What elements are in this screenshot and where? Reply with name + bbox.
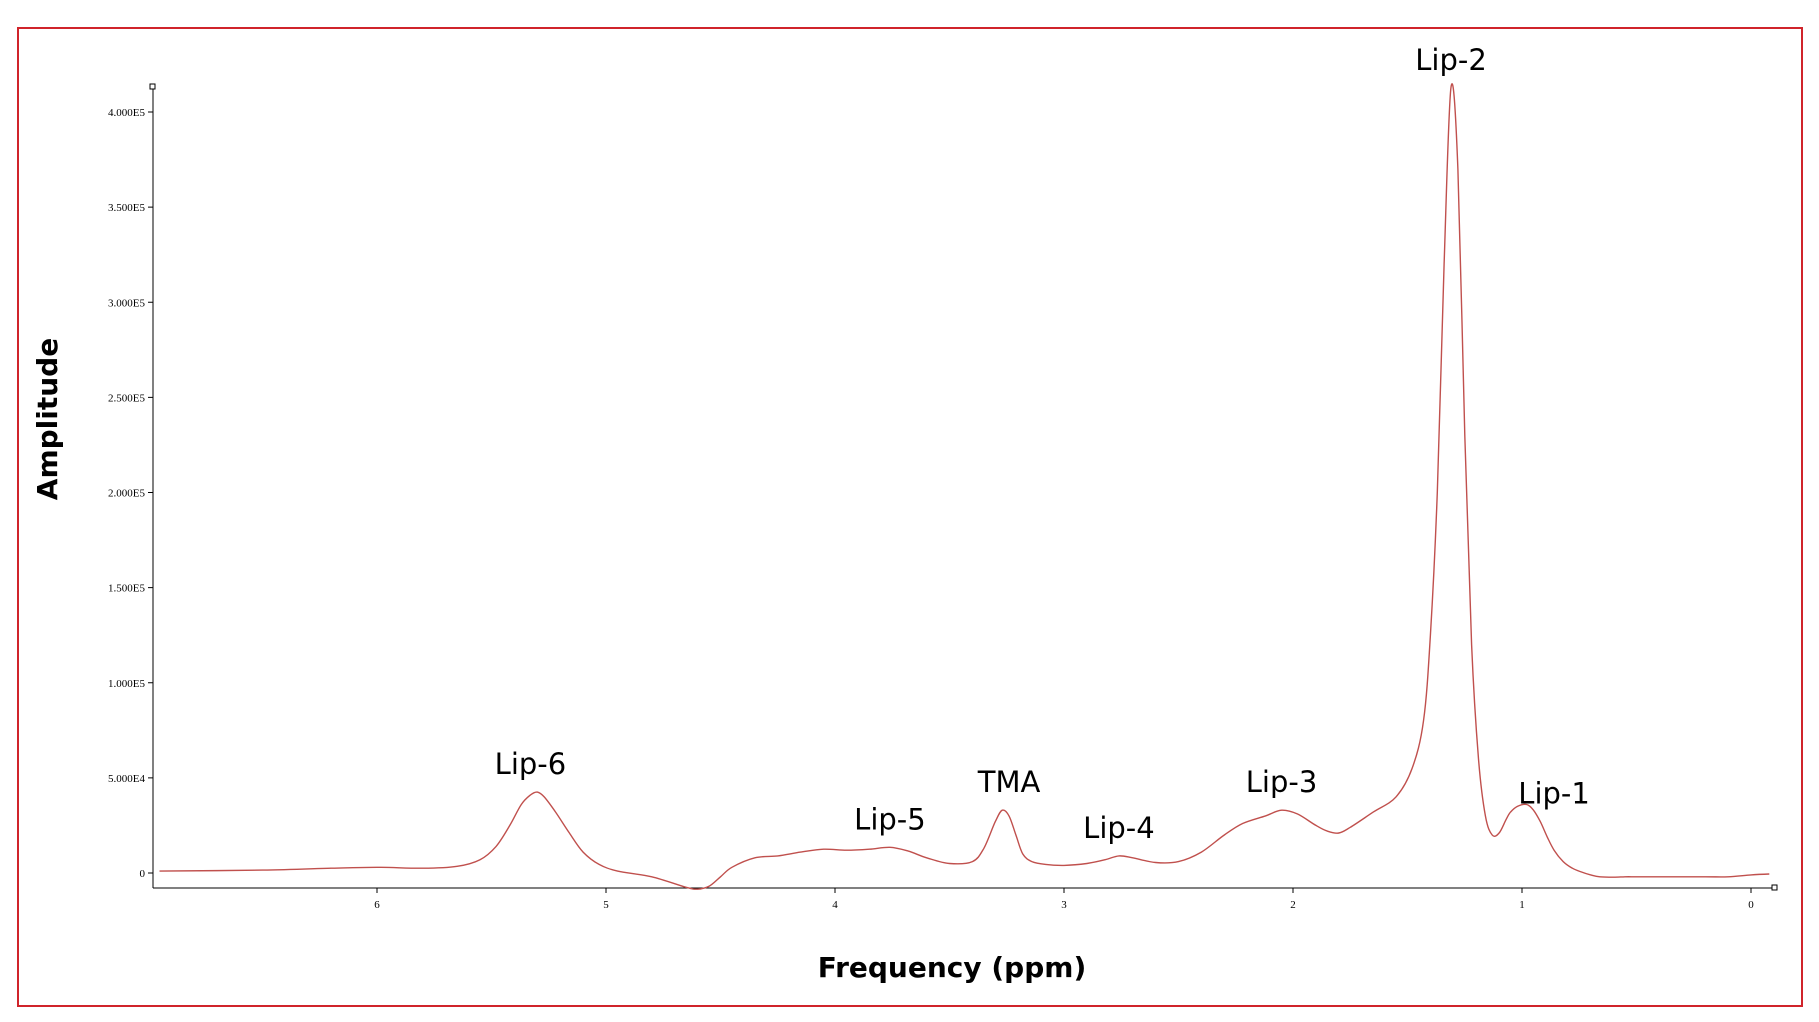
peak-annotations: Lip-6 Lip-5 TMA Lip-4 Lip-3 Lip-2 Lip-1	[495, 43, 1590, 845]
peak-label: Lip-1	[1518, 777, 1590, 811]
y-tick-label: 5.000E4	[108, 773, 145, 785]
spectrum-series	[159, 83, 1770, 890]
y-tick-label: 1.500E5	[108, 583, 145, 595]
peak-label: Lip-5	[854, 802, 926, 836]
y-tick-label: 0	[140, 868, 146, 880]
y-tick-label: 3.500E5	[108, 202, 145, 214]
x-tick-label: 6	[374, 899, 380, 911]
peak-label: Lip-6	[495, 747, 567, 781]
x-axis-title: Frequency (ppm)	[818, 951, 1087, 984]
x-axis: 6 5 4 3 2 1 0	[153, 884, 1778, 911]
y-tick-label: 1.000E5	[108, 678, 145, 690]
figure-frame	[17, 27, 1803, 1007]
peak-label: TMA	[977, 765, 1041, 799]
x-tick-label: 1	[1519, 899, 1525, 911]
y-axis-title: Amplitude	[31, 338, 64, 500]
peak-label: Lip-4	[1083, 811, 1155, 845]
x-tick-label: 4	[832, 899, 838, 911]
y-axis-end-marker	[149, 83, 156, 90]
x-tick-label: 2	[1290, 899, 1296, 911]
x-axis-end-marker	[1771, 884, 1778, 891]
peak-label: Lip-3	[1246, 765, 1318, 799]
peak-label: Lip-2	[1415, 43, 1487, 77]
x-tick-label: 0	[1748, 899, 1754, 911]
y-axis: 0 5.000E4 1.000E5 1.500E5 2.000E5 2.500E5 3.00…	[108, 83, 156, 888]
x-tick-label: 3	[1061, 899, 1067, 911]
y-tick-label: 2.000E5	[108, 488, 145, 500]
x-tick-label: 5	[603, 899, 609, 911]
y-tick-label: 4.000E5	[108, 107, 145, 119]
spectrum-line	[159, 83, 1770, 890]
y-tick-label: 3.000E5	[108, 297, 145, 309]
y-tick-label: 2.500E5	[108, 392, 145, 404]
